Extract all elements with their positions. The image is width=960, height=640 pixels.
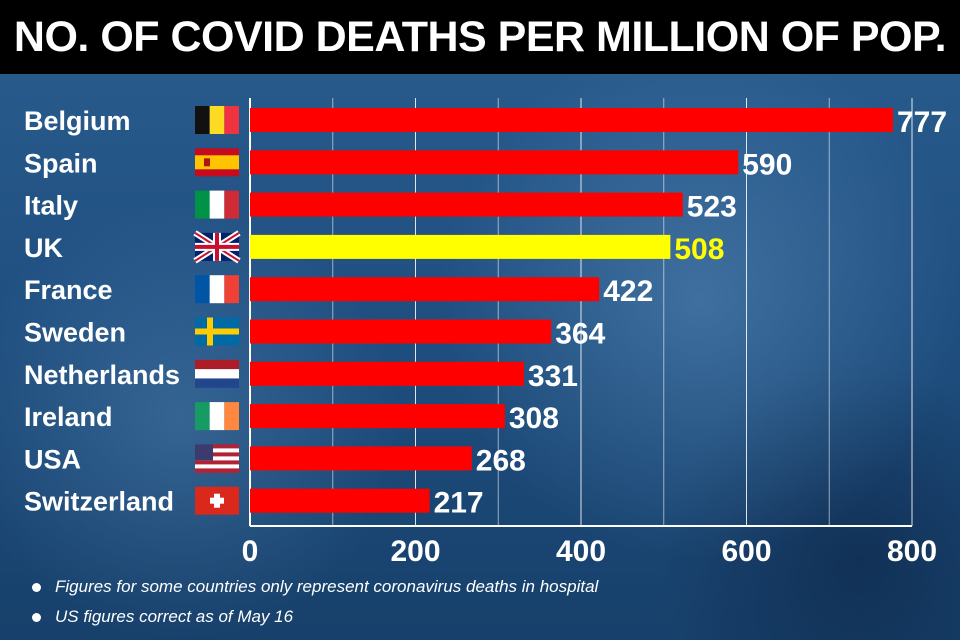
flag-belgium-icon — [195, 106, 239, 134]
category-label: Netherlands — [24, 360, 180, 390]
bullet-icon — [32, 582, 41, 592]
flag-usa-icon — [195, 444, 239, 473]
category-label: Italy — [24, 191, 78, 221]
x-tick-label: 200 — [390, 535, 440, 568]
flag-sweden-icon — [195, 317, 239, 346]
category-label: USA — [24, 444, 81, 474]
flag-italy-icon — [195, 190, 239, 219]
chart-title: NO. OF COVID DEATHS PER MILLION OF POP. — [13, 12, 947, 61]
category-label: Ireland — [24, 402, 113, 432]
bar — [250, 108, 893, 132]
bar — [250, 192, 683, 217]
category-label: UK — [24, 233, 63, 263]
data-label: 590 — [742, 148, 792, 181]
data-label: 268 — [476, 444, 526, 477]
footnote-text: US figures correct as of May 16 — [55, 607, 294, 626]
header-bar: NO. OF COVID DEATHS PER MILLION OF POP. — [0, 0, 960, 74]
category-label: Spain — [24, 148, 98, 178]
category-label: France — [24, 275, 113, 305]
footnote-text: Figures for some countries only represen… — [55, 577, 599, 596]
bullet-icon — [32, 612, 41, 622]
x-tick-label: 0 — [242, 535, 259, 568]
data-label: 508 — [674, 233, 724, 266]
flag-ireland-icon — [195, 402, 239, 431]
flag-uk-icon — [193, 230, 241, 264]
bar — [250, 488, 430, 513]
data-label: 523 — [687, 191, 737, 224]
category-label: Sweden — [24, 318, 126, 348]
bar — [250, 150, 739, 175]
data-label: 217 — [434, 487, 484, 520]
bar — [250, 361, 524, 386]
x-tick-label: 800 — [887, 535, 937, 568]
data-label: 422 — [603, 275, 653, 308]
flag-spain-icon — [195, 148, 239, 177]
x-tick-label: 400 — [556, 535, 606, 568]
category-label: Belgium — [24, 106, 131, 136]
data-label: 308 — [509, 402, 559, 435]
footnote-item: US figures correct as of May 16 — [24, 602, 944, 632]
bar — [250, 404, 505, 429]
data-label: 777 — [897, 106, 947, 139]
flag-switzerland-icon — [195, 486, 239, 515]
data-label: 364 — [555, 318, 605, 351]
bar — [250, 446, 472, 471]
bar — [250, 234, 671, 259]
flag-france-icon — [195, 275, 239, 304]
footnote-item: Figures for some countries only represen… — [24, 572, 944, 602]
footnotes: Figures for some countries only represen… — [24, 572, 944, 632]
x-tick-label: 600 — [721, 535, 771, 568]
bar — [250, 277, 600, 302]
category-label: Switzerland — [24, 487, 174, 517]
bar — [250, 319, 552, 344]
flag-netherlands-icon — [195, 359, 239, 388]
data-label: 331 — [528, 360, 578, 393]
